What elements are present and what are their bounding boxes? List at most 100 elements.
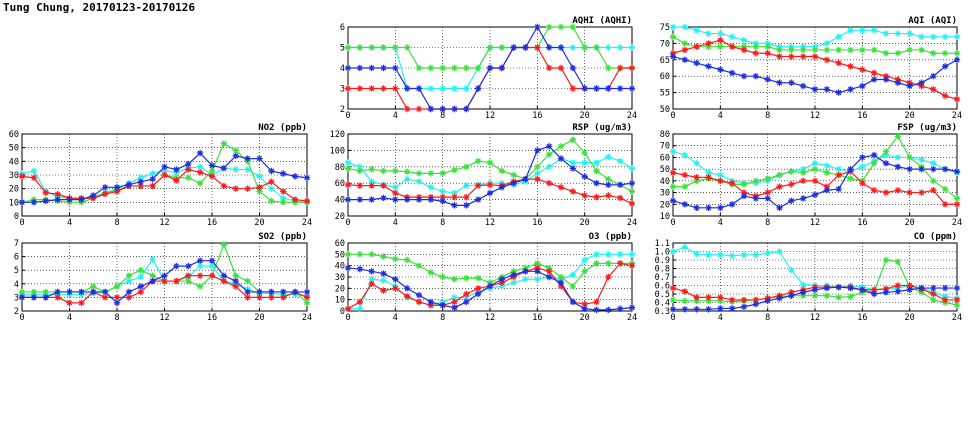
data-point (681, 288, 689, 295)
data-point (380, 64, 387, 72)
data-point (717, 177, 724, 185)
series-blue (669, 284, 961, 313)
data-point (303, 288, 311, 296)
data-point (788, 289, 795, 296)
data-point (545, 268, 553, 275)
y-tick-label: 40 (335, 262, 345, 272)
data-point (811, 160, 819, 167)
x-tick-label: 4 (393, 313, 398, 323)
data-point (799, 195, 807, 202)
data-point (291, 196, 299, 203)
data-point (705, 43, 712, 50)
data-point (30, 288, 38, 296)
data-point (392, 285, 399, 292)
data-point (291, 173, 299, 180)
data-point (930, 284, 937, 292)
data-point (510, 44, 517, 51)
data-point (356, 196, 364, 203)
data-point (693, 174, 700, 181)
data-point (368, 166, 375, 173)
data-point (693, 306, 700, 313)
data-point (581, 192, 588, 199)
data-point (498, 276, 506, 283)
data-point (451, 276, 458, 283)
data-point (811, 46, 819, 54)
data-point (344, 64, 352, 72)
data-point (593, 306, 600, 314)
data-point (208, 257, 216, 264)
data-point (776, 46, 783, 54)
y-tick-label: 6 (14, 253, 19, 263)
data-point (811, 43, 819, 50)
data-point (628, 180, 636, 187)
data-point (930, 73, 937, 80)
data-point (474, 285, 482, 292)
data-point (427, 302, 435, 309)
data-point (799, 82, 807, 90)
data-point (557, 155, 565, 162)
data-point (693, 59, 700, 67)
series-blue (344, 23, 636, 113)
data-point (581, 44, 588, 51)
data-point (788, 43, 795, 50)
data-point (463, 193, 470, 201)
data-point (66, 196, 73, 203)
data-point (882, 289, 890, 296)
data-point (474, 157, 482, 165)
data-point (196, 257, 204, 264)
data-point (669, 169, 677, 176)
data-point (764, 175, 771, 182)
data-point (439, 298, 446, 306)
data-point (463, 298, 470, 306)
data-point (799, 43, 807, 50)
data-point (953, 284, 961, 292)
y-tick-label: 0.4 (655, 299, 670, 309)
y-tick-label: 10 (9, 198, 19, 208)
data-point (498, 279, 506, 286)
data-point (125, 277, 133, 285)
data-point (847, 293, 854, 300)
data-point (717, 297, 724, 304)
data-point (196, 180, 204, 187)
data-point (930, 86, 937, 93)
data-point (303, 299, 311, 307)
data-point (474, 274, 482, 282)
y-tick-label: 20 (660, 200, 670, 210)
data-point (161, 272, 168, 279)
data-point (380, 194, 387, 202)
x-tick-label: 4 (393, 218, 398, 228)
data-point (557, 143, 565, 150)
data-point (740, 303, 748, 310)
data-point (906, 79, 913, 86)
data-point (953, 50, 961, 57)
data-point (693, 250, 700, 258)
x-tick-label: 4 (718, 313, 723, 323)
data-point (882, 256, 890, 264)
data-point (368, 85, 375, 92)
data-point (705, 204, 712, 211)
y-tick-label: 50 (335, 250, 345, 260)
data-point (752, 43, 760, 50)
data-point (835, 165, 842, 173)
data-point (764, 189, 771, 196)
data-point (149, 256, 156, 263)
x-tick-label: 0 (670, 218, 675, 228)
page-title: Tung Chung, 20170123-20170126 (3, 1, 196, 14)
data-point (811, 292, 819, 299)
data-point (486, 44, 494, 51)
data-point (522, 276, 529, 283)
data-point (669, 306, 677, 313)
data-point (593, 193, 600, 201)
data-point (717, 251, 724, 259)
data-point (835, 284, 842, 291)
data-point (208, 162, 216, 169)
y-tick-label: 75 (660, 23, 670, 33)
data-point (101, 288, 109, 296)
data-point (392, 44, 399, 51)
data-point (835, 185, 842, 193)
data-point (717, 43, 724, 50)
data-point (728, 252, 736, 259)
y-tick-label: 50 (660, 105, 670, 115)
data-point (823, 183, 831, 190)
chart-title: FSP (ug/m3) (897, 123, 957, 133)
